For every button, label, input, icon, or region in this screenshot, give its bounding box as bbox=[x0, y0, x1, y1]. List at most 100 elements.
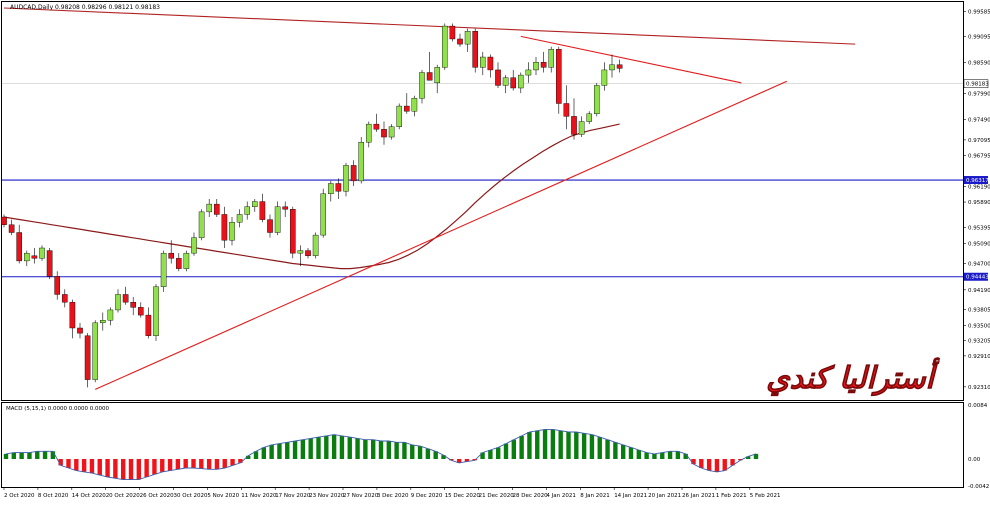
candle-body bbox=[183, 252, 190, 269]
candle bbox=[396, 103, 403, 130]
macd-bar bbox=[245, 455, 251, 459]
candle-body bbox=[563, 103, 570, 117]
macd-bar bbox=[230, 459, 235, 466]
candle bbox=[442, 23, 448, 70]
time-tick-label: 28 Dec 2020 bbox=[513, 493, 549, 499]
candle-body bbox=[609, 64, 615, 71]
macd-bar bbox=[636, 450, 642, 459]
candle bbox=[259, 193, 266, 223]
macd-bar bbox=[495, 447, 501, 459]
macd-bar bbox=[269, 444, 274, 459]
macd-bar bbox=[753, 453, 759, 459]
price-tick-label: 0.94190 bbox=[968, 288, 990, 294]
macd-bar bbox=[3, 453, 9, 459]
candle-body bbox=[46, 250, 53, 277]
macd-bar bbox=[581, 433, 587, 459]
time-tick-label: 26 Jan 2021 bbox=[682, 493, 715, 499]
candle bbox=[571, 98, 577, 140]
candle bbox=[495, 62, 501, 88]
macd-bar bbox=[464, 459, 470, 462]
macd-bar bbox=[566, 432, 571, 459]
macd-bar bbox=[316, 437, 321, 459]
candle bbox=[107, 307, 114, 326]
time-axis: 2 Oct 2020 8 Oct 2020 14 Oct 2020 20 Oct 20… bbox=[3, 487, 781, 499]
macd-bar bbox=[27, 452, 32, 459]
candle bbox=[24, 250, 30, 267]
macd-bar bbox=[511, 439, 517, 459]
candle bbox=[578, 116, 585, 138]
candle bbox=[77, 322, 83, 339]
candle bbox=[274, 201, 281, 236]
candle-body bbox=[244, 206, 251, 215]
time-tick-label: 14 Jan 2021 bbox=[614, 493, 647, 499]
candle bbox=[175, 253, 182, 272]
macd-bar bbox=[277, 443, 282, 459]
candle-body bbox=[39, 247, 45, 259]
macd-bar bbox=[574, 432, 579, 459]
candle-body bbox=[77, 327, 83, 334]
candle bbox=[601, 62, 608, 91]
candle-body bbox=[259, 201, 266, 220]
candle bbox=[46, 248, 53, 279]
macd-bar bbox=[613, 442, 618, 459]
candle-body bbox=[160, 252, 167, 287]
macd-bar bbox=[738, 459, 743, 461]
macd-bar bbox=[425, 448, 431, 459]
candle bbox=[419, 69, 425, 104]
trendlines bbox=[3, 7, 856, 390]
price-tick-label: 0.98590 bbox=[968, 61, 990, 67]
time-tick-label: 8 Jan 2021 bbox=[580, 493, 609, 499]
price-tick-label: 0.96190 bbox=[968, 185, 990, 191]
candle bbox=[221, 206, 228, 248]
macd-bar bbox=[324, 435, 329, 459]
macd-bar bbox=[308, 438, 313, 459]
macd-bar bbox=[441, 455, 446, 459]
candle-body bbox=[122, 294, 129, 303]
macd-histogram: 0.0084 0.00 -0.0042 bbox=[3, 403, 989, 490]
macd-bar bbox=[74, 459, 79, 471]
macd-bar bbox=[503, 443, 509, 459]
macd-bar bbox=[347, 437, 352, 459]
time-tick-label: 20 Oct 2020 bbox=[106, 493, 141, 499]
candle bbox=[616, 59, 623, 73]
macd-bar bbox=[402, 442, 407, 459]
candle-body bbox=[251, 201, 258, 207]
candle bbox=[533, 57, 539, 76]
price-tick-label: 0.94700 bbox=[968, 261, 990, 267]
candle bbox=[213, 198, 220, 218]
price-tick-label: 0.95395 bbox=[968, 226, 990, 232]
macd-bar bbox=[105, 459, 110, 477]
candle-body bbox=[320, 193, 327, 236]
candle bbox=[328, 180, 334, 202]
candle bbox=[434, 64, 441, 94]
time-tick-label: 4 Jan 2021 bbox=[546, 493, 575, 499]
candle-body bbox=[69, 301, 76, 329]
candle bbox=[8, 219, 15, 236]
macd-bar bbox=[191, 459, 196, 468]
macd-bar bbox=[206, 459, 212, 470]
macd-bar bbox=[472, 459, 477, 461]
candle-body bbox=[145, 314, 152, 336]
macd-bar bbox=[699, 459, 704, 468]
candle bbox=[236, 209, 243, 228]
candle bbox=[115, 289, 121, 313]
candle-body bbox=[358, 141, 365, 182]
candle-body bbox=[419, 72, 425, 99]
candle-body bbox=[191, 237, 197, 254]
macd-bar bbox=[339, 435, 345, 459]
candle bbox=[556, 46, 562, 114]
candle-body bbox=[335, 183, 342, 192]
candle-body bbox=[290, 209, 296, 254]
candle bbox=[1, 214, 7, 228]
macd-bar bbox=[628, 447, 634, 459]
candle bbox=[358, 137, 365, 184]
macd-bar bbox=[605, 439, 610, 459]
candle-body bbox=[221, 214, 228, 241]
candle bbox=[586, 111, 592, 125]
macd-bar bbox=[449, 459, 454, 461]
macd-bar bbox=[136, 459, 142, 480]
price-tick-label: 0.99585 bbox=[968, 9, 990, 15]
candle-body bbox=[84, 335, 91, 380]
